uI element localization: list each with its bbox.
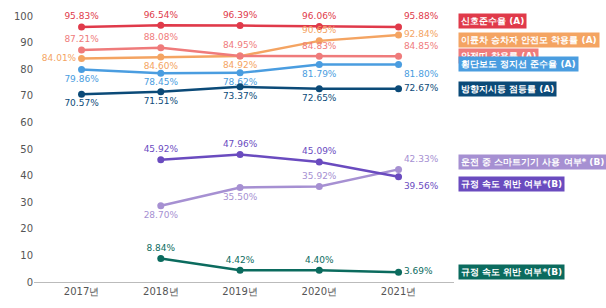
svg-text:70.57%: 70.57% bbox=[64, 98, 99, 108]
svg-text:84.92%: 84.92% bbox=[223, 60, 258, 70]
svg-text:90.65%: 90.65% bbox=[302, 25, 337, 35]
svg-text:88.08%: 88.08% bbox=[144, 32, 179, 42]
svg-text:횡단보도 정지선 준수율 (A): 횡단보도 정지선 준수율 (A) bbox=[461, 59, 576, 69]
svg-text:80: 80 bbox=[20, 64, 33, 75]
svg-text:안전띠 착용률 (A): 안전띠 착용률 (A) bbox=[461, 51, 536, 61]
svg-text:방향지시등 점등률 (A): 방향지시등 점등률 (A) bbox=[461, 84, 554, 94]
svg-text:30: 30 bbox=[20, 197, 33, 208]
svg-text:72.65%: 72.65% bbox=[302, 93, 337, 103]
svg-text:20: 20 bbox=[20, 223, 33, 234]
svg-text:87.21%: 87.21% bbox=[64, 34, 99, 44]
svg-text:35.50%: 35.50% bbox=[223, 192, 258, 202]
svg-text:45.92%: 45.92% bbox=[144, 144, 179, 154]
svg-text:신호준수율 (A): 신호준수율 (A) bbox=[461, 16, 524, 26]
svg-text:72.67%: 72.67% bbox=[404, 83, 439, 93]
svg-text:84.85%: 84.85% bbox=[404, 41, 439, 51]
svg-text:45.09%: 45.09% bbox=[302, 146, 337, 156]
svg-text:이륜차 승차자 안전모 착용률 (A): 이륜차 승차자 안전모 착용률 (A) bbox=[461, 35, 597, 45]
svg-text:96.39%: 96.39% bbox=[223, 10, 258, 20]
svg-text:0: 0 bbox=[27, 277, 33, 288]
svg-text:73.37%: 73.37% bbox=[223, 91, 258, 101]
svg-text:60: 60 bbox=[20, 117, 33, 128]
svg-text:96.06%: 96.06% bbox=[302, 11, 337, 21]
svg-text:2017년: 2017년 bbox=[64, 286, 99, 297]
svg-text:2019년: 2019년 bbox=[222, 286, 257, 297]
svg-text:2021년: 2021년 bbox=[381, 286, 416, 297]
svg-text:규정 속도 위반 여부*(B): 규정 속도 위반 여부*(B) bbox=[461, 179, 562, 189]
svg-text:35.92%: 35.92% bbox=[302, 171, 337, 181]
svg-text:규정 속도 위반 여부*(B): 규정 속도 위반 여부*(B) bbox=[461, 267, 562, 277]
svg-text:10: 10 bbox=[20, 250, 33, 261]
svg-text:92.84%: 92.84% bbox=[404, 29, 439, 39]
svg-text:70: 70 bbox=[20, 90, 33, 101]
svg-text:47.96%: 47.96% bbox=[223, 139, 258, 149]
svg-text:100: 100 bbox=[14, 11, 33, 22]
svg-text:50: 50 bbox=[20, 144, 33, 155]
svg-text:84.95%: 84.95% bbox=[223, 40, 258, 50]
svg-text:84.83%: 84.83% bbox=[302, 41, 337, 51]
svg-text:3.69%: 3.69% bbox=[404, 266, 433, 276]
svg-text:4.42%: 4.42% bbox=[226, 255, 255, 265]
svg-text:40: 40 bbox=[20, 170, 33, 181]
svg-text:95.83%: 95.83% bbox=[64, 11, 99, 21]
svg-text:84.01%: 84.01% bbox=[42, 53, 77, 63]
svg-text:39.56%: 39.56% bbox=[404, 181, 439, 191]
svg-text:95.88%: 95.88% bbox=[404, 11, 439, 21]
svg-text:90: 90 bbox=[20, 37, 33, 48]
svg-text:81.80%: 81.80% bbox=[404, 69, 439, 79]
svg-text:96.54%: 96.54% bbox=[144, 10, 179, 20]
svg-text:79.86%: 79.86% bbox=[64, 74, 99, 84]
svg-text:2020년: 2020년 bbox=[302, 286, 337, 297]
svg-text:4.40%: 4.40% bbox=[305, 255, 334, 265]
svg-text:84.60%: 84.60% bbox=[144, 61, 179, 71]
svg-text:71.51%: 71.51% bbox=[144, 96, 179, 106]
svg-text:81.79%: 81.79% bbox=[302, 69, 337, 79]
svg-text:운전 중 스마트기기 사용 여부* (B): 운전 중 스마트기기 사용 여부* (B) bbox=[461, 157, 604, 167]
svg-text:78.62%: 78.62% bbox=[223, 77, 258, 87]
svg-text:28.70%: 28.70% bbox=[144, 210, 179, 220]
svg-text:42.33%: 42.33% bbox=[404, 154, 439, 164]
svg-text:2018년: 2018년 bbox=[143, 286, 178, 297]
svg-text:8.84%: 8.84% bbox=[146, 243, 175, 253]
svg-text:78.45%: 78.45% bbox=[144, 77, 179, 87]
